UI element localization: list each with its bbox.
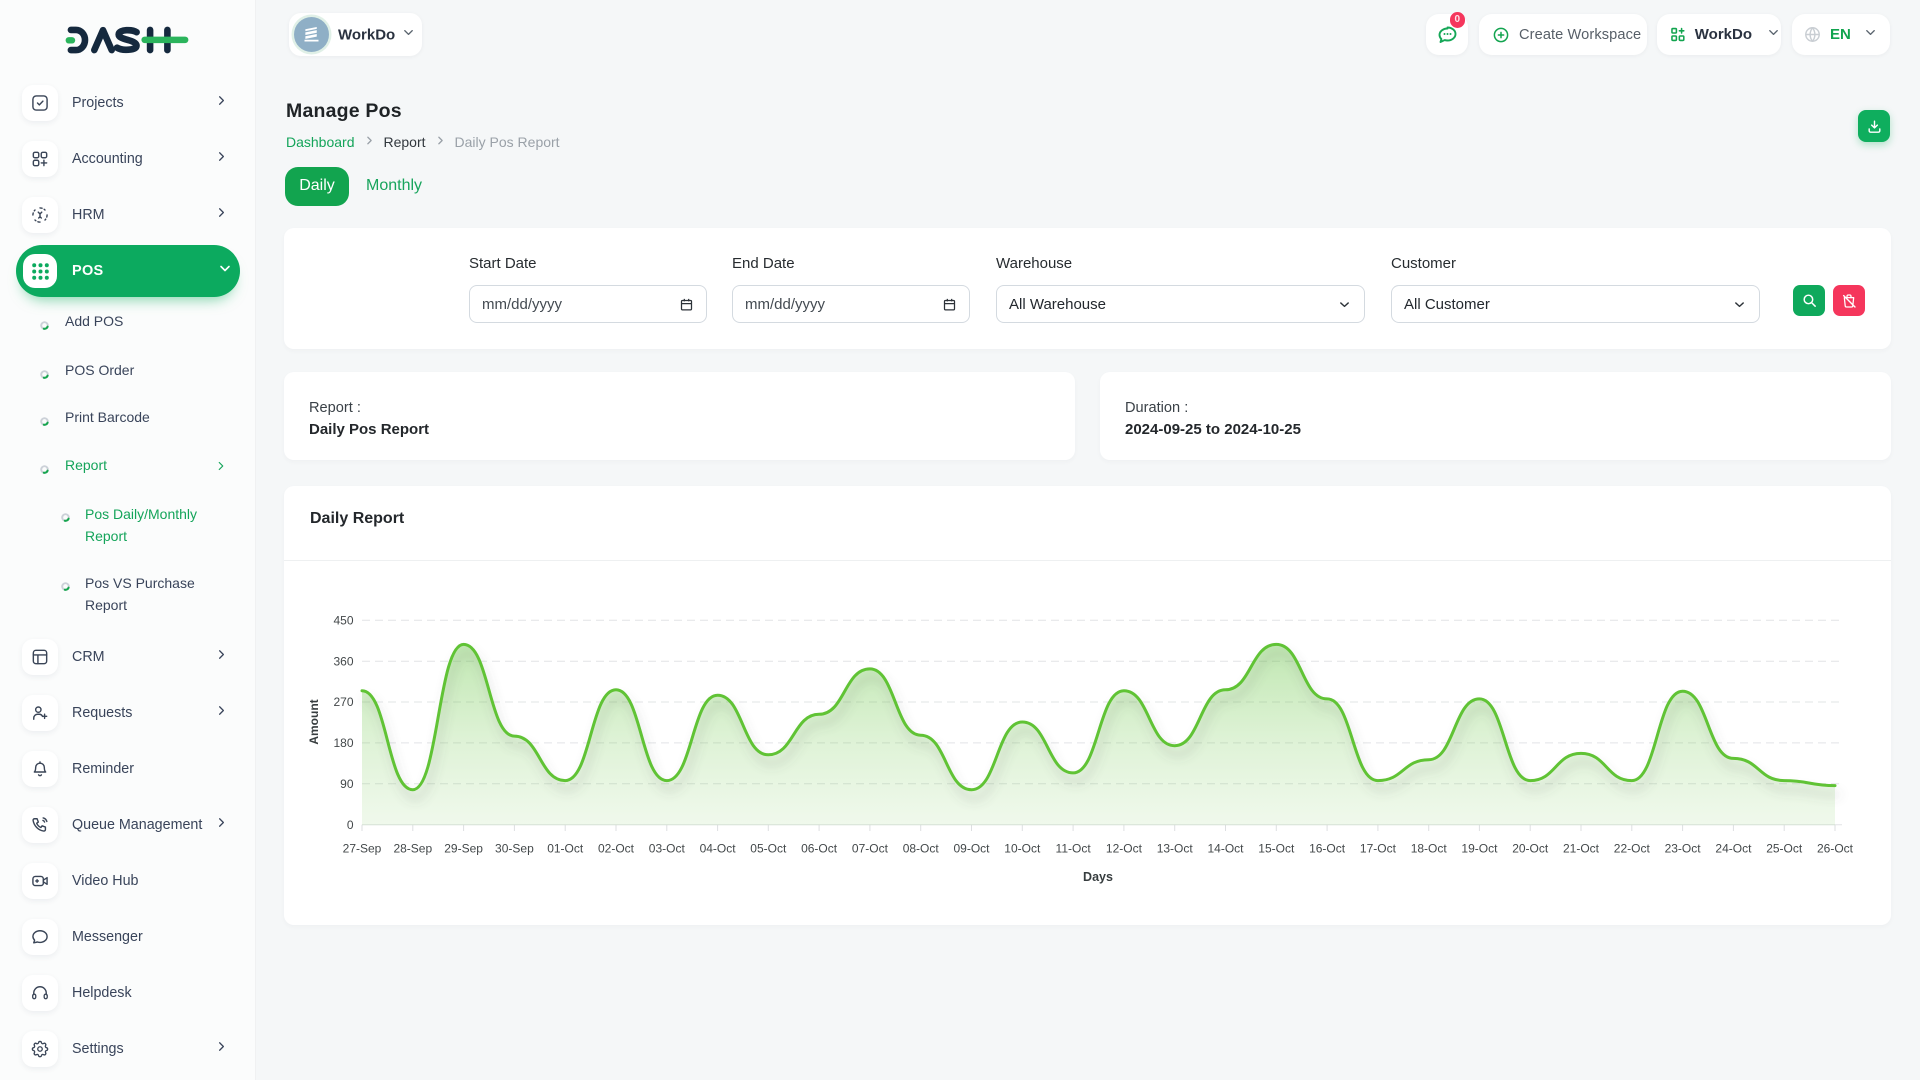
svg-text:05-Oct: 05-Oct [750, 842, 787, 856]
svg-text:09-Oct: 09-Oct [953, 842, 990, 856]
svg-text:08-Oct: 08-Oct [903, 842, 940, 856]
svg-text:12-Oct: 12-Oct [1106, 842, 1143, 856]
svg-text:10-Oct: 10-Oct [1004, 842, 1041, 856]
svg-text:15-Oct: 15-Oct [1258, 842, 1295, 856]
svg-text:02-Oct: 02-Oct [598, 842, 635, 856]
svg-text:20-Oct: 20-Oct [1512, 842, 1549, 856]
svg-text:25-Oct: 25-Oct [1766, 842, 1803, 856]
svg-text:04-Oct: 04-Oct [700, 842, 737, 856]
svg-text:Days: Days [1083, 870, 1113, 884]
svg-text:13-Oct: 13-Oct [1157, 842, 1194, 856]
svg-text:180: 180 [333, 736, 353, 750]
svg-text:30-Sep: 30-Sep [495, 842, 534, 856]
svg-text:22-Oct: 22-Oct [1614, 842, 1651, 856]
svg-text:450: 450 [333, 614, 353, 628]
svg-text:14-Oct: 14-Oct [1207, 842, 1244, 856]
svg-text:0: 0 [347, 818, 354, 832]
svg-text:26-Oct: 26-Oct [1817, 842, 1854, 856]
svg-text:11-Oct: 11-Oct [1056, 842, 1092, 856]
svg-text:19-Oct: 19-Oct [1461, 842, 1498, 856]
svg-text:01-Oct: 01-Oct [547, 842, 584, 856]
svg-text:Amount: Amount [307, 699, 321, 744]
svg-text:270: 270 [333, 695, 353, 709]
svg-text:23-Oct: 23-Oct [1665, 842, 1702, 856]
svg-text:27-Sep: 27-Sep [343, 842, 382, 856]
svg-text:03-Oct: 03-Oct [649, 842, 686, 856]
svg-text:28-Sep: 28-Sep [393, 842, 432, 856]
svg-text:18-Oct: 18-Oct [1411, 842, 1448, 856]
svg-text:21-Oct: 21-Oct [1563, 842, 1600, 856]
svg-text:24-Oct: 24-Oct [1715, 842, 1752, 856]
svg-text:17-Oct: 17-Oct [1360, 842, 1397, 856]
svg-text:07-Oct: 07-Oct [852, 842, 889, 856]
svg-text:360: 360 [333, 654, 353, 668]
svg-text:29-Sep: 29-Sep [444, 842, 483, 856]
svg-text:16-Oct: 16-Oct [1309, 842, 1346, 856]
svg-text:06-Oct: 06-Oct [801, 842, 838, 856]
svg-text:90: 90 [340, 777, 354, 791]
